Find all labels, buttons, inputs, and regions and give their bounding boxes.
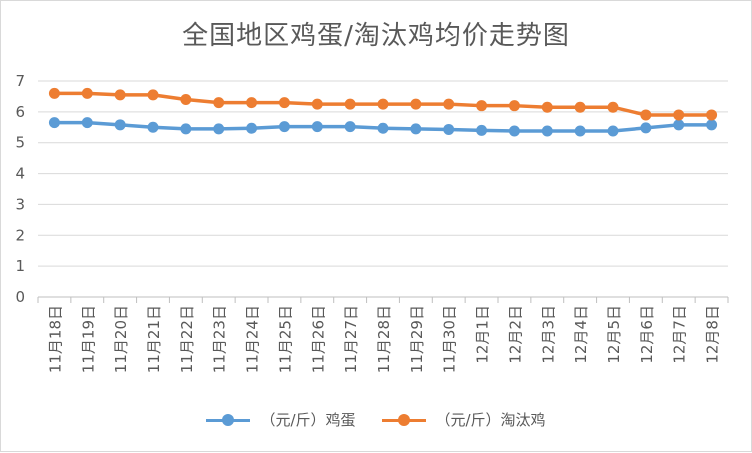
data-point <box>410 98 422 110</box>
data-point <box>541 125 553 137</box>
x-axis-labels: 11月18日 11月19日 11月20日 11月21日 11月22日 11月23日 11月2… <box>46 305 721 373</box>
data-point <box>48 117 60 129</box>
data-point <box>311 121 323 133</box>
legend-item-egg: （元/斤）鸡蛋 <box>206 409 356 430</box>
y-tick-label: 3 <box>15 195 25 213</box>
x-tick-label: 11月18日 <box>46 305 64 373</box>
data-point <box>278 97 290 109</box>
x-tick-label: 11月29日 <box>408 305 426 373</box>
data-point <box>344 98 356 110</box>
data-point <box>410 123 422 135</box>
data-point <box>673 109 685 121</box>
x-tick-label: 12月3日 <box>539 305 557 364</box>
data-point <box>476 100 488 112</box>
x-axis-ticks <box>37 297 729 303</box>
data-point <box>213 97 225 109</box>
data-point <box>81 87 93 99</box>
x-tick-label: 12月8日 <box>704 305 722 364</box>
data-point <box>640 109 652 121</box>
data-point <box>443 123 455 135</box>
legend-item-culled-hen: （元/斤）淘汰鸡 <box>381 409 546 430</box>
data-point <box>508 100 520 112</box>
legend: （元/斤）鸡蛋 （元/斤）淘汰鸡 <box>1 409 751 430</box>
x-tick-label: 11月21日 <box>145 305 163 373</box>
y-axis-labels: 0 1 2 3 4 5 6 7 <box>15 72 25 306</box>
x-tick-label: 12月4日 <box>572 305 590 364</box>
legend-marker-culled-hen <box>381 413 426 427</box>
data-point <box>48 87 60 99</box>
data-point <box>246 97 258 109</box>
data-point <box>246 122 258 134</box>
data-point <box>311 98 323 110</box>
y-tick-label: 6 <box>15 103 25 121</box>
series-points <box>48 87 718 137</box>
data-point <box>114 89 126 101</box>
x-tick-label: 12月1日 <box>474 305 492 364</box>
x-tick-label: 11月25日 <box>276 305 294 373</box>
y-tick-label: 5 <box>15 134 25 152</box>
data-point <box>508 125 520 137</box>
data-point <box>278 121 290 133</box>
x-tick-label: 12月6日 <box>638 305 656 364</box>
data-point <box>574 101 586 113</box>
data-point <box>213 123 225 135</box>
data-point <box>147 89 159 101</box>
y-tick-label: 0 <box>15 288 25 306</box>
data-point <box>607 125 619 137</box>
y-tick-label: 4 <box>15 165 25 183</box>
data-point <box>476 124 488 136</box>
data-point <box>114 119 126 131</box>
legend-label-culled-hen: （元/斤）淘汰鸡 <box>435 411 546 429</box>
data-point <box>640 122 652 134</box>
y-tick-label: 1 <box>15 257 25 275</box>
legend-marker-egg <box>206 413 251 427</box>
x-tick-label: 11月24日 <box>244 305 262 373</box>
x-tick-label: 11月23日 <box>211 305 229 373</box>
x-tick-label: 11月30日 <box>441 305 459 373</box>
data-point <box>541 101 553 113</box>
legend-label-egg: （元/斤）鸡蛋 <box>260 411 356 429</box>
data-point <box>443 98 455 110</box>
data-point <box>574 125 586 137</box>
x-tick-label: 12月5日 <box>605 305 623 364</box>
x-tick-label: 12月7日 <box>671 305 689 364</box>
data-point <box>377 98 389 110</box>
gridlines <box>38 80 728 298</box>
data-point <box>180 123 192 135</box>
x-tick-label: 11月27日 <box>342 305 360 373</box>
y-tick-label: 2 <box>15 226 25 244</box>
data-point <box>377 122 389 134</box>
x-tick-label: 11月28日 <box>375 305 393 373</box>
x-tick-label: 11月26日 <box>309 305 327 373</box>
x-tick-label: 11月20日 <box>112 305 130 373</box>
x-tick-label: 11月19日 <box>79 305 97 373</box>
data-point <box>180 94 192 106</box>
data-point <box>706 109 718 121</box>
y-tick-label: 7 <box>15 72 25 90</box>
data-point <box>706 119 718 131</box>
data-point <box>81 117 93 129</box>
data-point <box>673 119 685 131</box>
x-tick-label: 12月2日 <box>506 305 524 364</box>
data-point <box>607 101 619 113</box>
data-point <box>344 121 356 133</box>
data-point <box>147 121 159 133</box>
x-tick-label: 11月22日 <box>178 305 196 373</box>
chart-title: 全国地区鸡蛋/淘汰鸡均价走势图 <box>182 21 570 51</box>
